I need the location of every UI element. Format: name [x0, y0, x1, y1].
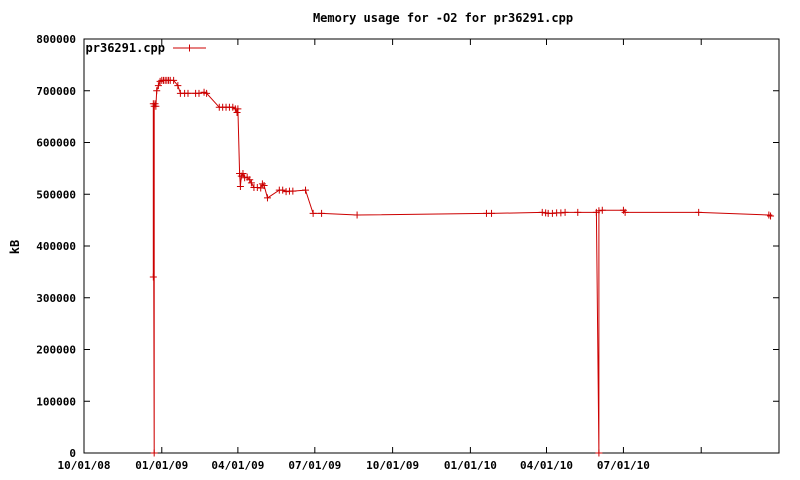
- data-point-marker: [253, 184, 261, 192]
- data-point-marker: [557, 209, 565, 217]
- y-tick-label: 700000: [36, 85, 76, 98]
- data-point-marker: [149, 273, 157, 281]
- plot-area-frame: [83, 38, 780, 454]
- y-tick-label: 400000: [36, 240, 76, 253]
- y-tick-label: 600000: [36, 137, 76, 150]
- y-axis-label: kB: [8, 240, 22, 254]
- x-tick-label: 04/01/09: [211, 459, 264, 472]
- data-point-marker: [203, 89, 211, 97]
- data-point-marker: [246, 176, 254, 184]
- y-tick-label: 0: [69, 447, 76, 460]
- legend-marker-sample: [186, 44, 193, 52]
- data-point-marker: [260, 181, 268, 189]
- data-point-marker: [488, 209, 496, 217]
- data-point-marker: [247, 179, 255, 187]
- x-tick-label: 10/01/09: [366, 459, 419, 472]
- data-point-marker: [234, 105, 242, 113]
- data-point-marker: [263, 194, 271, 202]
- data-point-marker: [184, 89, 192, 97]
- x-tick-label: 07/01/09: [288, 459, 341, 472]
- y-tick-label: 200000: [36, 344, 76, 357]
- y-tick-label: 100000: [36, 395, 76, 408]
- y-tick-label: 300000: [36, 292, 76, 305]
- data-point-marker: [233, 108, 241, 116]
- data-point-marker: [174, 82, 182, 90]
- y-tick-label: 500000: [36, 188, 76, 201]
- data-point-marker: [170, 76, 178, 84]
- data-point-marker: [236, 182, 244, 190]
- data-point-marker: [318, 209, 326, 217]
- data-point-marker: [538, 208, 546, 216]
- data-point-marker: [353, 211, 361, 219]
- data-point-marker: [150, 449, 158, 457]
- x-tick-label: 01/01/10: [444, 459, 497, 472]
- data-point-marker: [282, 188, 290, 196]
- data-point-marker: [574, 208, 582, 216]
- series-line: [152, 79, 771, 454]
- data-point-marker: [595, 207, 603, 215]
- legend-label: pr36291.cpp: [86, 41, 165, 55]
- data-point-marker: [548, 209, 556, 217]
- series-layer: [149, 76, 775, 457]
- data-point-marker: [598, 206, 606, 214]
- data-point-marker: [765, 211, 773, 219]
- axes: 0 100000 200000 300000 400000 500000 600000 700…: [36, 33, 780, 472]
- legend: pr36291.cpp: [86, 41, 206, 55]
- data-point-marker: [302, 186, 310, 194]
- data-point-marker: [239, 170, 247, 178]
- data-point-marker: [561, 208, 569, 216]
- x-tick-label: 01/01/09: [135, 459, 188, 472]
- x-tick-label: 04/01/10: [520, 459, 573, 472]
- data-point-marker: [621, 208, 629, 216]
- data-point-marker: [595, 449, 603, 457]
- data-point-marker: [258, 180, 266, 188]
- data-point-marker: [767, 212, 775, 220]
- data-point-marker: [152, 102, 160, 110]
- data-point-marker: [156, 77, 164, 85]
- x-tick-label: 10/01/08: [58, 459, 111, 472]
- data-point-marker: [289, 187, 297, 195]
- x-tick-label: 07/01/10: [597, 459, 650, 472]
- data-point-marker: [154, 82, 162, 90]
- y-tick-label: 800000: [36, 33, 76, 46]
- data-point-marker: [195, 89, 203, 97]
- data-point-marker: [279, 186, 287, 194]
- data-point-marker: [153, 87, 161, 95]
- chart-title: Memory usage for -O2 for pr36291.cpp: [313, 11, 573, 25]
- data-point-marker: [695, 208, 703, 216]
- data-point-marker: [309, 209, 317, 217]
